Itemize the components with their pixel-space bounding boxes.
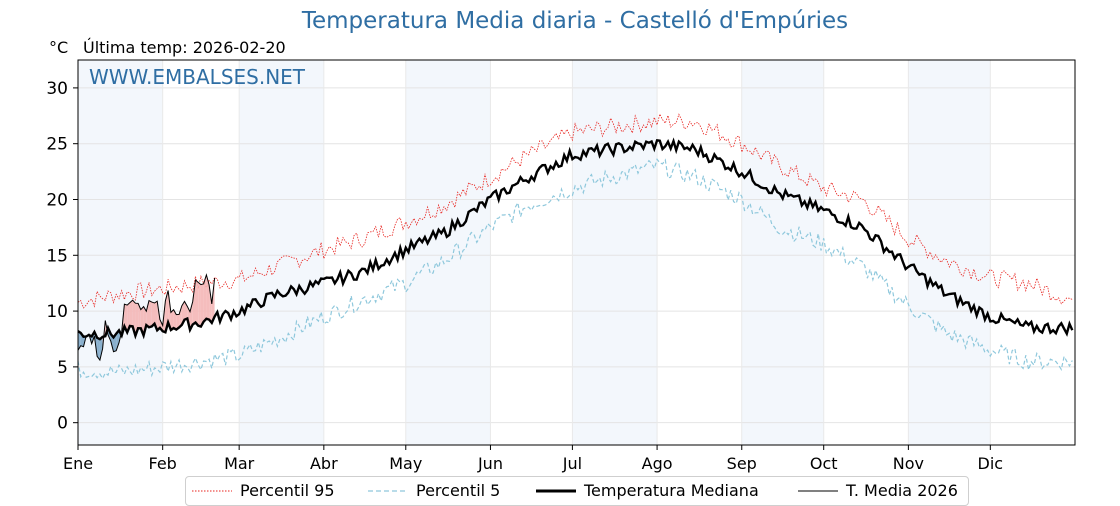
x-tick-label: Nov [893, 454, 924, 473]
y-tick-label: 20 [46, 190, 68, 210]
fill-above-median [168, 290, 171, 330]
chart-title: Temperatura Media diaria - Castelló d'Em… [301, 8, 849, 34]
series-percentil-5 [77, 158, 1073, 380]
month-band [572, 60, 658, 445]
fill-above-median [195, 280, 199, 326]
legend-label-2026: T. Media 2026 [846, 481, 958, 500]
series-temperatura-mediana [77, 137, 1074, 341]
fill-above-median [170, 309, 174, 330]
x-tick-label: Ago [642, 454, 673, 473]
legend-label-p5: Percentil 5 [416, 481, 501, 500]
x-tick-label: May [389, 454, 422, 473]
y-tick-label: 25 [46, 135, 68, 155]
fill-above-median [190, 301, 193, 330]
fill-above-median [209, 284, 212, 323]
x-tick-label: Oct [810, 454, 838, 473]
legend-item-p95: Percentil 95 [192, 481, 335, 500]
legend: Percentil 95 Percentil 5 Temperatura Med… [185, 476, 969, 506]
y-tick-label: 15 [46, 246, 68, 266]
legend-item-p5: Percentil 5 [368, 481, 500, 500]
fill-above-median [206, 274, 210, 320]
fill-above-median [149, 300, 152, 328]
fill-above-median [173, 309, 177, 330]
fill-below-median [116, 330, 119, 351]
x-tick-label: Mar [224, 454, 255, 473]
fill-above-median [129, 300, 133, 327]
x-tick-label: Sep [727, 454, 757, 473]
month-band [908, 60, 991, 445]
plot-frame [77, 59, 1076, 446]
fill-below-median [78, 331, 81, 351]
fill-above-median [198, 282, 201, 327]
fill-below-median [97, 337, 100, 361]
fill-above-median [176, 314, 180, 330]
month-band [239, 60, 324, 445]
y-tick-label: 10 [46, 302, 68, 322]
watermark: WWW.EMBALSES.NET [89, 65, 306, 89]
x-tick-label: Jun [477, 454, 503, 473]
legend-label-p95: Percentil 95 [240, 481, 335, 500]
legend-label-median: Temperatura Mediana [584, 481, 759, 500]
fill-above-median [151, 302, 155, 327]
month-band [78, 60, 163, 445]
y-tick-label: 5 [57, 358, 68, 378]
series-t-media-2026 [77, 273, 216, 362]
month-band [741, 60, 824, 445]
x-tick-label: Jul [562, 454, 582, 473]
fill-above-median [192, 280, 196, 325]
fill-above-median [138, 303, 141, 329]
fill-below-median [99, 336, 103, 361]
fill-above-median [203, 274, 207, 322]
fill-above-median [179, 305, 182, 328]
y-unit-label: °C [49, 38, 69, 57]
x-tick-label: Dic [978, 454, 1004, 473]
y-tick-label: 30 [46, 79, 68, 99]
y-tick-label: 0 [57, 414, 68, 434]
x-tick-label: Ene [63, 454, 93, 473]
fill-above-median [146, 300, 149, 328]
x-tick-label: Abr [310, 454, 338, 473]
legend-item-2026: T. Media 2026 [798, 481, 958, 500]
x-tick-label: Feb [149, 454, 177, 473]
month-band [405, 60, 491, 445]
legend-item-median: Temperatura Mediana [536, 481, 759, 500]
fill-above-median [211, 278, 215, 323]
last-temp-label: Última temp: 2026-02-20 [83, 38, 286, 57]
series-percentil-95 [77, 112, 1073, 309]
fill-above-median [200, 283, 204, 327]
